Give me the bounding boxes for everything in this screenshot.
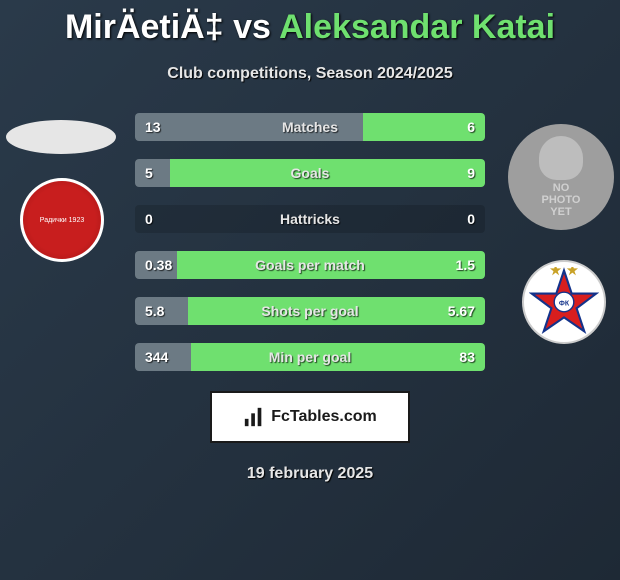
- no-photo-line1: NO: [553, 182, 570, 194]
- stat-row: 5Goals9: [135, 159, 485, 187]
- comparison-title: MirÄetiÄ‡ vs Aleksandar Katai: [0, 0, 620, 47]
- stat-row: 0.38Goals per match1.5: [135, 251, 485, 279]
- silhouette-icon: [539, 136, 583, 180]
- stat-right-value: 5.67: [448, 303, 475, 319]
- stat-row: 344Min per goal83: [135, 343, 485, 371]
- source-badge: FcTables.com: [210, 391, 410, 443]
- stat-row: 5.8Shots per goal5.67: [135, 297, 485, 325]
- stat-label: Shots per goal: [135, 303, 485, 319]
- date-text: 19 february 2025: [0, 465, 620, 483]
- stat-row: 0Hattricks0: [135, 205, 485, 233]
- no-photo-line3: YET: [550, 206, 571, 218]
- stat-right-value: 0: [467, 211, 475, 227]
- stat-right-value: 1.5: [456, 257, 475, 273]
- stat-right-value: 9: [467, 165, 475, 181]
- stat-label: Matches: [135, 119, 485, 135]
- player-left-name: MirÄetiÄ‡: [65, 8, 224, 46]
- stat-label: Goals per match: [135, 257, 485, 273]
- stat-right-value: 83: [459, 349, 475, 365]
- player-right-avatar-placeholder: NO PHOTO YET: [508, 124, 614, 230]
- svg-text:ФК: ФК: [559, 301, 570, 308]
- star-icon: ФК: [529, 267, 599, 337]
- no-photo-line2: PHOTO: [542, 194, 581, 206]
- subtitle: Club competitions, Season 2024/2025: [0, 65, 620, 83]
- stat-row: 13Matches6: [135, 113, 485, 141]
- stats-table: 13Matches6 5Goals9 0Hattricks0 0.38Goals pe…: [135, 113, 485, 371]
- source-brand-text: FcTables.com: [271, 408, 377, 426]
- stat-right-value: 6: [467, 119, 475, 135]
- stat-label: Min per goal: [135, 349, 485, 365]
- stat-label: Goals: [135, 165, 485, 181]
- chart-icon: [243, 406, 265, 428]
- player-right-name: Aleksandar Katai: [279, 8, 555, 46]
- stat-label: Hattricks: [135, 211, 485, 227]
- club-left-badge: Радички 1923: [20, 178, 104, 262]
- club-left-label: Радички 1923: [40, 217, 84, 224]
- vs-text: vs: [233, 8, 271, 46]
- player-left-avatar: [6, 120, 116, 154]
- club-right-badge: ФК: [522, 260, 606, 344]
